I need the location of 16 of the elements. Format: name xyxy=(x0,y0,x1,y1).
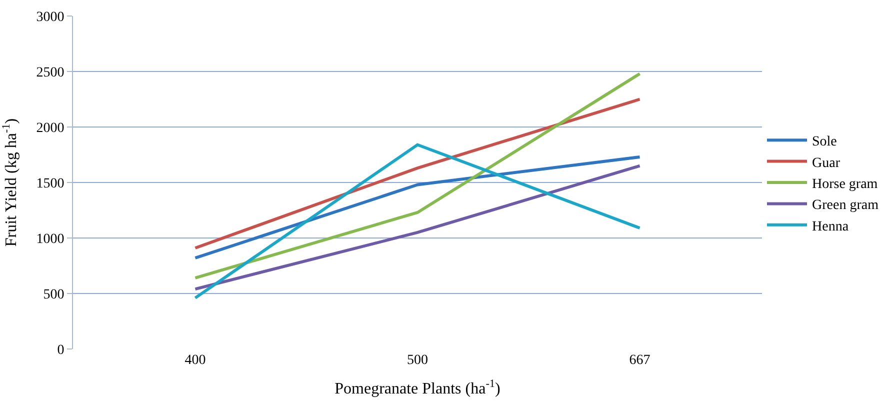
y-tick-label: 2000 xyxy=(36,120,64,136)
y-tick-label: 1500 xyxy=(36,176,64,192)
x-tick-label: 500 xyxy=(407,353,428,368)
y-tick-label: 1000 xyxy=(36,232,64,247)
y-tick-label: 0 xyxy=(57,342,64,358)
legend-label: Henna xyxy=(812,219,850,234)
y-tick-label: 3000 xyxy=(36,10,64,25)
x-tick-label: 667 xyxy=(629,353,650,368)
x-tick-label: 400 xyxy=(184,353,206,368)
legend-label: Guar xyxy=(812,156,840,171)
y-tick-label: 500 xyxy=(43,287,64,302)
y-tick-label: 2500 xyxy=(36,65,64,80)
legend-label: Sole xyxy=(812,134,837,150)
legend-label: Green gram xyxy=(812,198,879,214)
legend-label: Horse gram xyxy=(812,176,878,192)
x-axis-title: Pomegranate Plants (ha$^{-1}$) xyxy=(334,378,500,398)
